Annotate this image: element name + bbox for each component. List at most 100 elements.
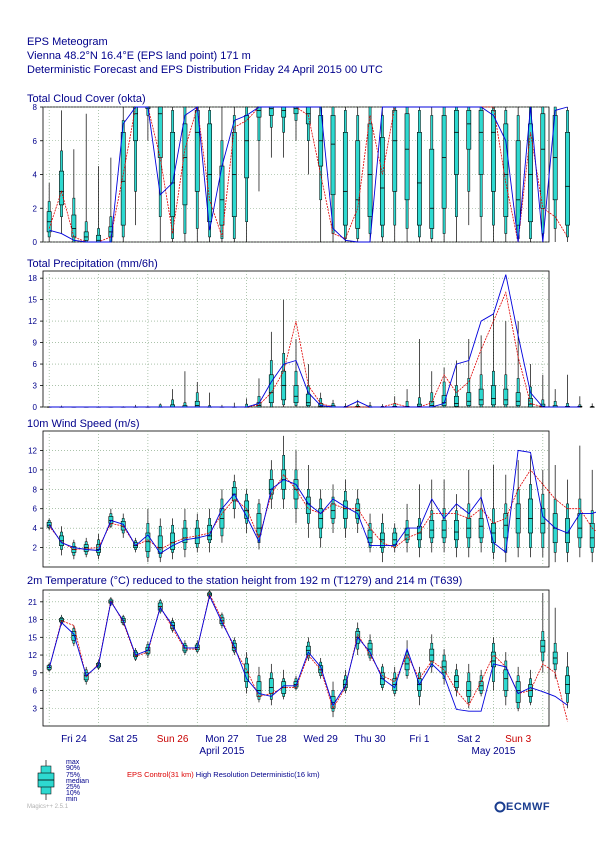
eps-box (577, 396, 583, 408)
eps-box-25-75 (59, 170, 64, 206)
eps-box (293, 450, 299, 524)
eps-box-25-75 (528, 498, 533, 534)
eps-box (256, 106, 262, 192)
y-tick-label: 2 (33, 544, 38, 553)
eps-box-25-75 (577, 513, 583, 539)
eps-box (305, 364, 311, 408)
legend-percentile-label: 25% (66, 784, 80, 791)
eps-box (429, 634, 435, 673)
legend-percentile-label: 75% (66, 772, 80, 779)
y-tick-label: 2 (33, 204, 38, 213)
precip-panel-title: Total Precipitation (mm/6h) (27, 258, 158, 270)
eps-box (108, 157, 114, 243)
eps-box-25-75 (515, 392, 521, 406)
hres-deterministic-line (49, 106, 568, 243)
eps-control-line (49, 291, 580, 408)
eps-box (244, 652, 250, 694)
y-tick-label: 3 (33, 382, 38, 391)
eps-box-25-75 (355, 503, 361, 519)
eps-box (194, 381, 200, 408)
eps-box (478, 335, 484, 408)
eps-box (170, 518, 175, 560)
temp-panel-title: 2m Temperature (°C) reduced to the stati… (27, 575, 463, 587)
eps-box-25-75 (244, 115, 250, 179)
eps-box (454, 663, 459, 697)
eps-box-25-75 (491, 385, 496, 406)
eps-box-25-75 (71, 214, 77, 238)
precip-panel: 0 3 6 9 12 15 18 (28, 270, 595, 412)
y-tick-label: 8 (33, 103, 38, 112)
eps-box (281, 435, 287, 509)
eps-box (182, 508, 188, 558)
eps-box (83, 537, 89, 558)
eps-box-25-75 (466, 681, 472, 697)
day-label: Sat 25 (109, 734, 138, 745)
legend-percentile-label: min (66, 796, 77, 803)
forecast-date-line: Deterministic Forecast and EPS Distribut… (27, 64, 383, 76)
eps-box (367, 513, 373, 553)
eps-box-25-75 (429, 520, 435, 539)
eps-box-25-75 (268, 678, 274, 694)
eps-box (293, 339, 299, 407)
eps-box-25-75 (367, 529, 373, 544)
eps-box (454, 494, 459, 558)
wind-panel-title: 10m Wind Speed (m/s) (27, 418, 140, 430)
eps-box-25-75 (305, 393, 311, 406)
eps-box (145, 106, 151, 141)
eps-box (170, 389, 175, 408)
eps-box-25-75 (182, 123, 188, 206)
eps-box (392, 106, 398, 242)
eps-control-line (48, 106, 568, 243)
legend-percentile-label: max (66, 759, 80, 766)
eps-box (219, 489, 225, 543)
eps-box (466, 339, 472, 408)
eps-box (404, 640, 410, 679)
eps-box-25-75 (293, 106, 299, 115)
eps-box (281, 299, 287, 407)
eps-box (503, 652, 509, 706)
line-legend: EPS Control(31 km) High Resolution Deter… (127, 770, 320, 779)
eps-box-25-75 (355, 140, 361, 229)
eps-box-25-75 (528, 123, 533, 223)
eps-box (565, 374, 570, 408)
eps-box-25-75 (528, 398, 533, 408)
month-label-april: April 2015 (199, 746, 244, 757)
eps-box (491, 106, 496, 242)
eps-control-line (48, 592, 568, 722)
eps-box (46, 518, 52, 531)
eps-box (194, 513, 200, 553)
ecmwf-logo-icon (494, 801, 506, 813)
eps-box-25-75 (379, 137, 385, 226)
day-label: Tue 28 (256, 734, 287, 745)
y-tick-label: 4 (33, 524, 38, 533)
eps-box (207, 392, 213, 408)
eps-box-25-75 (478, 388, 484, 406)
eps-box-25-75 (83, 231, 89, 241)
eps-box-25-75 (478, 110, 484, 175)
eps-box (552, 607, 558, 679)
eps-box (59, 614, 64, 626)
y-tick-label: 12 (28, 446, 37, 455)
day-label: Sat 2 (457, 734, 481, 745)
eps-box (379, 663, 385, 691)
day-label: Mon 27 (205, 734, 239, 745)
eps-box-25-75 (515, 681, 521, 703)
chart-panels: 0 2 4 6 8 0 3 6 9 12 15 18 2 4 6 8 10 12 3 6 9 12 15 18 21 (28, 103, 596, 727)
y-tick-label: 10 (28, 466, 37, 475)
eps-box (466, 663, 472, 709)
ecmwf-logo-ring (494, 801, 506, 813)
eps-box (194, 106, 200, 242)
eps-box (515, 460, 521, 558)
wind-panel: 2 4 6 8 10 12 (28, 430, 596, 568)
eps-box (441, 479, 447, 553)
eps-box (59, 110, 64, 234)
eps-box (268, 460, 274, 509)
eps-box (157, 106, 163, 242)
eps-box-25-75 (281, 106, 287, 118)
eps-box-25-75 (454, 110, 459, 175)
eps-box-25-75 (268, 479, 274, 495)
eps-box (417, 666, 422, 706)
eps-box-25-75 (404, 113, 410, 201)
y-tick-label: 9 (33, 669, 38, 678)
